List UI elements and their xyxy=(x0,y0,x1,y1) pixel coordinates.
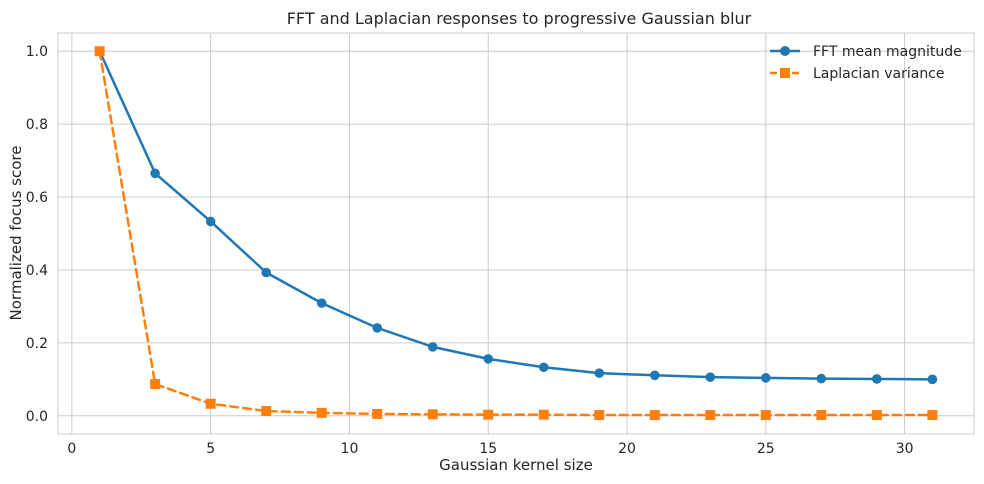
legend: FFT mean magnitude Laplacian variance xyxy=(770,44,962,82)
grid xyxy=(58,33,974,434)
fft-data-point xyxy=(316,298,327,308)
laplacian-data-point xyxy=(427,409,438,420)
y-tick-label: 0.0 xyxy=(26,409,48,425)
fft-data-point xyxy=(483,354,494,364)
x-tick-label: 0 xyxy=(67,441,76,457)
fft-data-point xyxy=(538,362,549,373)
legend-fft-label: FFT mean magnitude xyxy=(813,44,962,60)
fft-series xyxy=(94,46,938,385)
chart-title: FFT and Laplacian responses to progressi… xyxy=(287,9,752,28)
laplacian-data-point xyxy=(871,410,882,421)
x-axis-label: Gaussian kernel size xyxy=(439,456,593,474)
laplacian-data-point xyxy=(150,379,161,390)
y-tick-label: 0.2 xyxy=(26,336,48,352)
fft-data-point xyxy=(150,168,160,179)
fft-series-line xyxy=(98,49,934,381)
fft-data-point xyxy=(427,342,438,352)
plot-frame xyxy=(57,32,975,435)
legend-fft-marker xyxy=(780,46,790,56)
laplacian-data-point xyxy=(261,406,272,417)
fft-data-point xyxy=(761,373,771,383)
y-axis-ticks: 0.0 0.2 0.4 0.6 0.8 1.0 xyxy=(26,44,48,425)
laplacian-data-point xyxy=(649,410,660,421)
y-axis-label: Normalized focus score xyxy=(7,146,25,321)
laplacian-series-line xyxy=(98,49,934,417)
y-tick-label: 0.8 xyxy=(26,117,48,133)
y-tick-label: 0.4 xyxy=(26,263,48,279)
fft-data-point xyxy=(205,216,216,227)
legend-laplacian-label: Laplacian variance xyxy=(813,66,945,82)
laplacian-data-point xyxy=(594,410,605,421)
laplacian-data-point xyxy=(316,407,327,418)
laplacian-series xyxy=(94,46,938,421)
fft-data-point xyxy=(372,323,383,333)
fft-data-point xyxy=(594,368,605,378)
laplacian-data-point xyxy=(816,410,827,421)
x-tick-label: 25 xyxy=(757,441,775,457)
fft-data-point xyxy=(649,370,660,381)
y-tick-label: 1.0 xyxy=(26,44,48,60)
laplacian-data-point xyxy=(927,410,938,421)
x-axis-ticks: 0 5 10 15 20 25 30 xyxy=(67,441,913,457)
laplacian-data-point xyxy=(705,410,716,421)
x-tick-label: 10 xyxy=(341,441,359,457)
x-tick-label: 15 xyxy=(479,441,497,457)
fft-data-point xyxy=(261,267,271,278)
x-tick-label: 5 xyxy=(206,441,215,457)
fft-data-point xyxy=(927,374,938,385)
laplacian-data-point xyxy=(760,410,771,421)
fft-data-point xyxy=(816,373,827,384)
y-tick-label: 0.6 xyxy=(26,190,48,206)
laplacian-data-point xyxy=(372,408,383,419)
laplacian-data-point xyxy=(94,46,105,57)
laplacian-data-point xyxy=(205,398,216,409)
fft-data-point xyxy=(872,374,882,384)
x-tick-label: 30 xyxy=(896,441,914,457)
laplacian-data-point xyxy=(483,409,494,420)
x-tick-label: 20 xyxy=(618,441,636,457)
series-layer xyxy=(94,46,938,421)
laplacian-data-point xyxy=(538,409,549,420)
legend-laplacian-marker xyxy=(780,68,790,78)
fft-data-point xyxy=(705,372,716,382)
